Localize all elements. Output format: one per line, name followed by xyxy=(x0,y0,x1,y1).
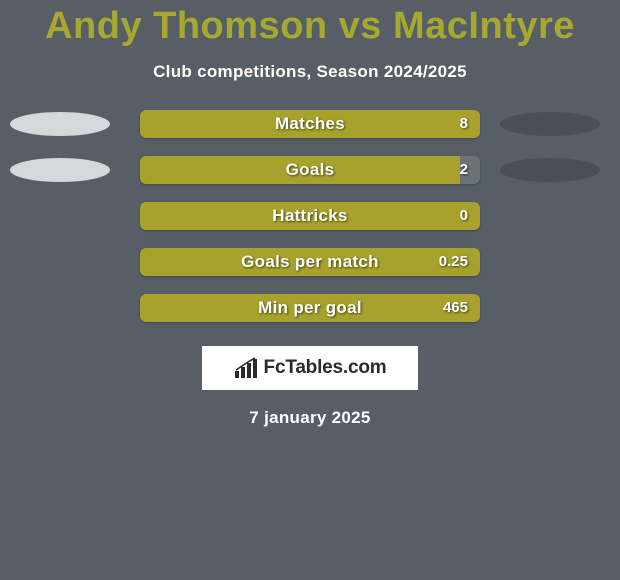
stat-value: 2 xyxy=(460,156,468,184)
brand-name: FcTables.com xyxy=(264,357,387,379)
stat-value: 0 xyxy=(460,202,468,230)
snapshot-date: 7 january 2025 xyxy=(0,408,620,428)
stat-value: 0.25 xyxy=(439,248,468,276)
stat-row: Matches8 xyxy=(0,110,620,138)
stat-label: Goals per match xyxy=(140,248,480,276)
stats-block: Matches8Goals2Hattricks0Goals per match0… xyxy=(0,110,620,322)
stat-row: Goals per match0.25 xyxy=(0,248,620,276)
page-title: Andy Thomson vs MacIntyre xyxy=(0,0,620,48)
player-badge-right xyxy=(500,112,600,136)
player-badge-left xyxy=(10,158,110,182)
stat-row: Min per goal465 xyxy=(0,294,620,322)
stat-value: 465 xyxy=(443,294,468,322)
stat-label: Goals xyxy=(140,156,480,184)
brand-logo-icon xyxy=(234,357,258,379)
brand-logo: FcTables.com xyxy=(202,346,418,390)
stat-label: Matches xyxy=(140,110,480,138)
stat-label: Hattricks xyxy=(140,202,480,230)
player-badge-right xyxy=(500,158,600,182)
stat-label: Min per goal xyxy=(140,294,480,322)
stat-bar: Goals2 xyxy=(140,156,480,184)
stat-row: Goals2 xyxy=(0,156,620,184)
stat-row: Hattricks0 xyxy=(0,202,620,230)
stat-bar: Matches8 xyxy=(140,110,480,138)
stat-value: 8 xyxy=(460,110,468,138)
stat-bar: Hattricks0 xyxy=(140,202,480,230)
player-badge-left xyxy=(10,112,110,136)
subtitle: Club competitions, Season 2024/2025 xyxy=(0,62,620,82)
container: Andy Thomson vs MacIntyre Club competiti… xyxy=(0,0,620,580)
stat-bar: Goals per match0.25 xyxy=(140,248,480,276)
stat-bar: Min per goal465 xyxy=(140,294,480,322)
